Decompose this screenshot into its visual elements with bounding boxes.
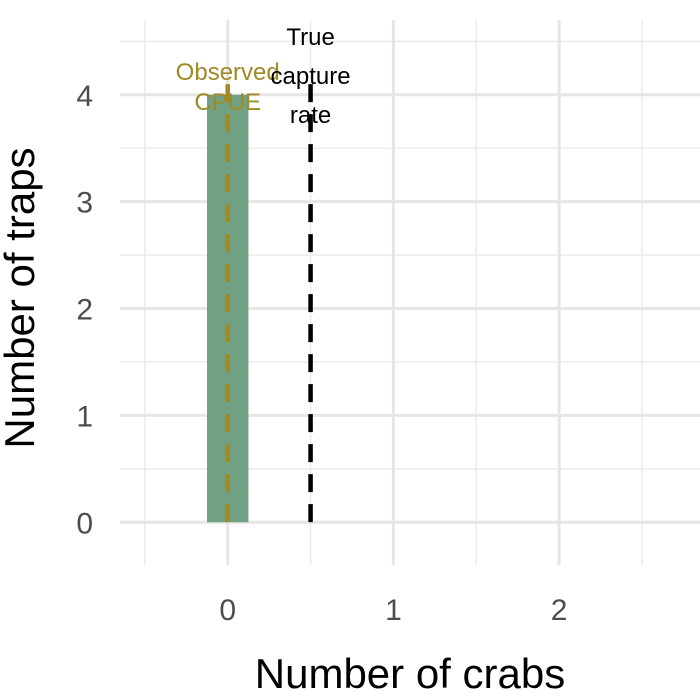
annotations: Observed CPUE True capture rate <box>176 24 351 129</box>
x-tick-label: 1 <box>385 594 402 627</box>
observed-cpue-label-line: CPUE <box>194 89 261 116</box>
x-tick-label: 2 <box>551 594 568 627</box>
y-tick-label: 3 <box>76 187 93 220</box>
true-capture-rate-label-line: True <box>286 24 334 51</box>
observed-cpue-label-line: Observed <box>176 59 280 86</box>
true-capture-rate-label-line: rate <box>290 102 331 129</box>
x-axis-title: Number of crabs <box>255 650 565 697</box>
y-axis-title: Number of traps <box>0 147 43 448</box>
y-tick-label: 0 <box>76 507 93 540</box>
x-tick-labels: 0 1 2 <box>219 594 567 627</box>
y-tick-labels: 0 1 2 3 4 <box>76 80 93 540</box>
true-capture-rate-label-line: capture <box>271 63 351 90</box>
y-tick-label: 2 <box>76 294 93 327</box>
y-tick-label: 1 <box>76 400 93 433</box>
y-tick-label: 4 <box>76 80 93 113</box>
x-tick-label: 0 <box>219 594 236 627</box>
reference-lines <box>225 84 313 533</box>
